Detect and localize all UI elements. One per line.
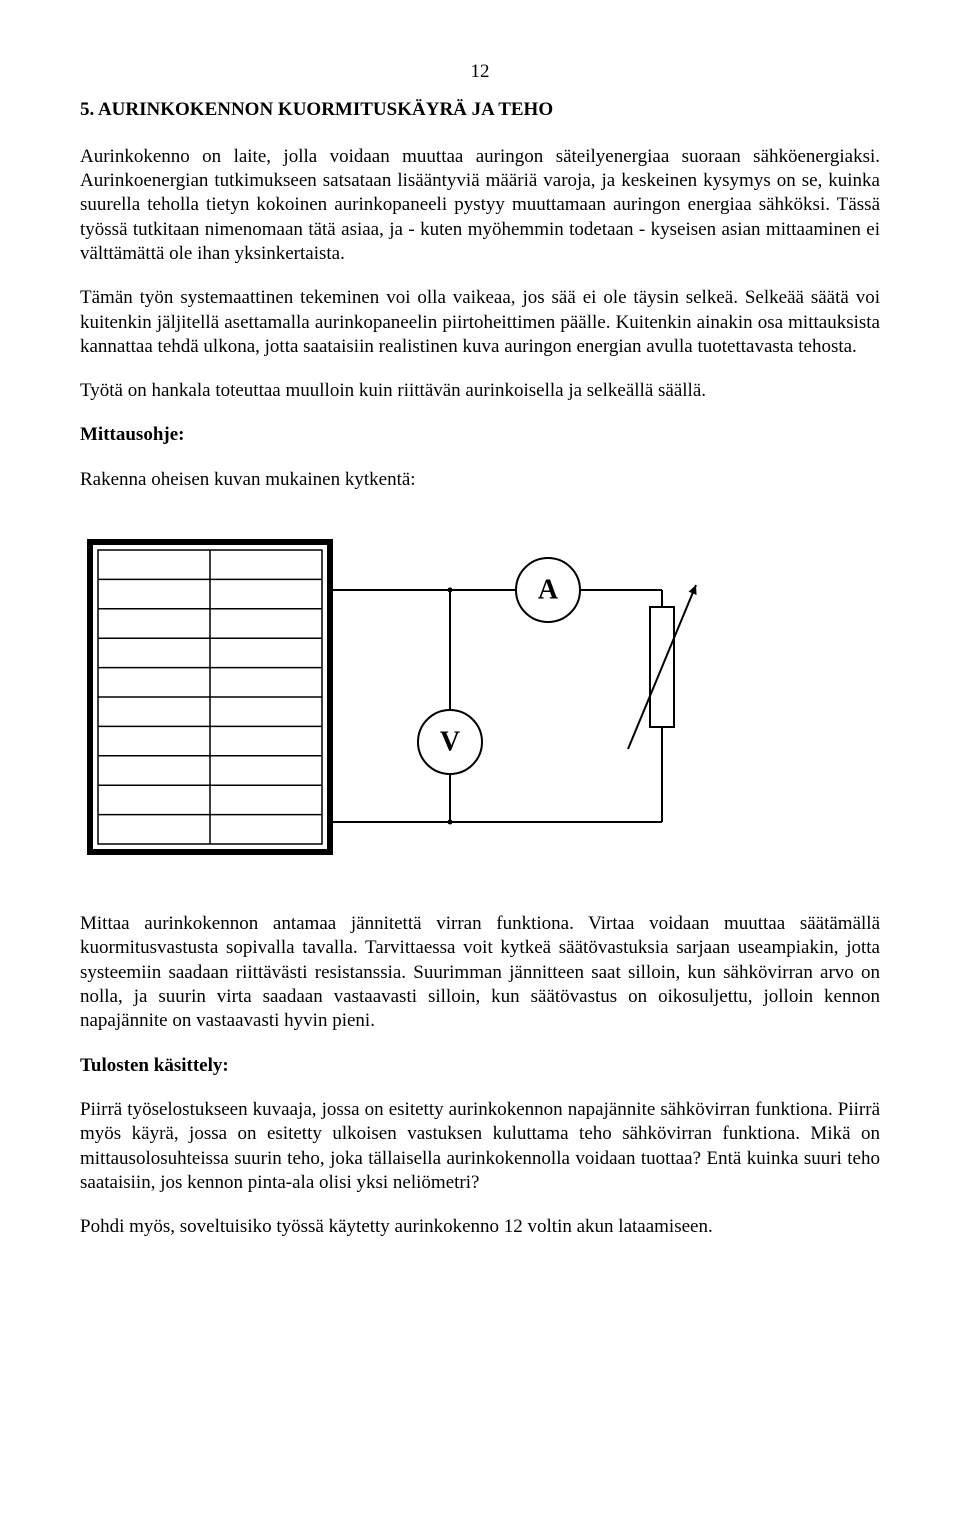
page-number: 12 <box>80 60 880 84</box>
paragraph-results: Piirrä työselostukseen kuvaaja, jossa on… <box>80 1098 880 1195</box>
heading-mittausohje: Mittausohje: <box>80 423 880 447</box>
svg-text:A: A <box>538 575 559 606</box>
paragraph-measure: Mittaa aurinkokennon antamaa jännitettä … <box>80 912 880 1034</box>
section-title: 5. AURINKOKENNON KUORMITUSKÄYRÄ JA TEHO <box>80 98 880 122</box>
svg-text:V: V <box>440 727 460 758</box>
paragraph-build: Rakenna oheisen kuvan mukainen kytkentä: <box>80 468 880 492</box>
paragraph-intro-3: Työtä on hankala toteuttaa muulloin kuin… <box>80 379 880 403</box>
paragraph-discuss: Pohdi myös, soveltuisiko työssä käytetty… <box>80 1215 880 1239</box>
heading-tulokset: Tulosten käsittely: <box>80 1054 880 1078</box>
circuit-diagram: AV <box>80 512 880 872</box>
paragraph-intro-2: Tämän työn systemaattinen tekeminen voi … <box>80 286 880 359</box>
paragraph-intro-1: Aurinkokenno on laite, jolla voidaan muu… <box>80 145 880 267</box>
